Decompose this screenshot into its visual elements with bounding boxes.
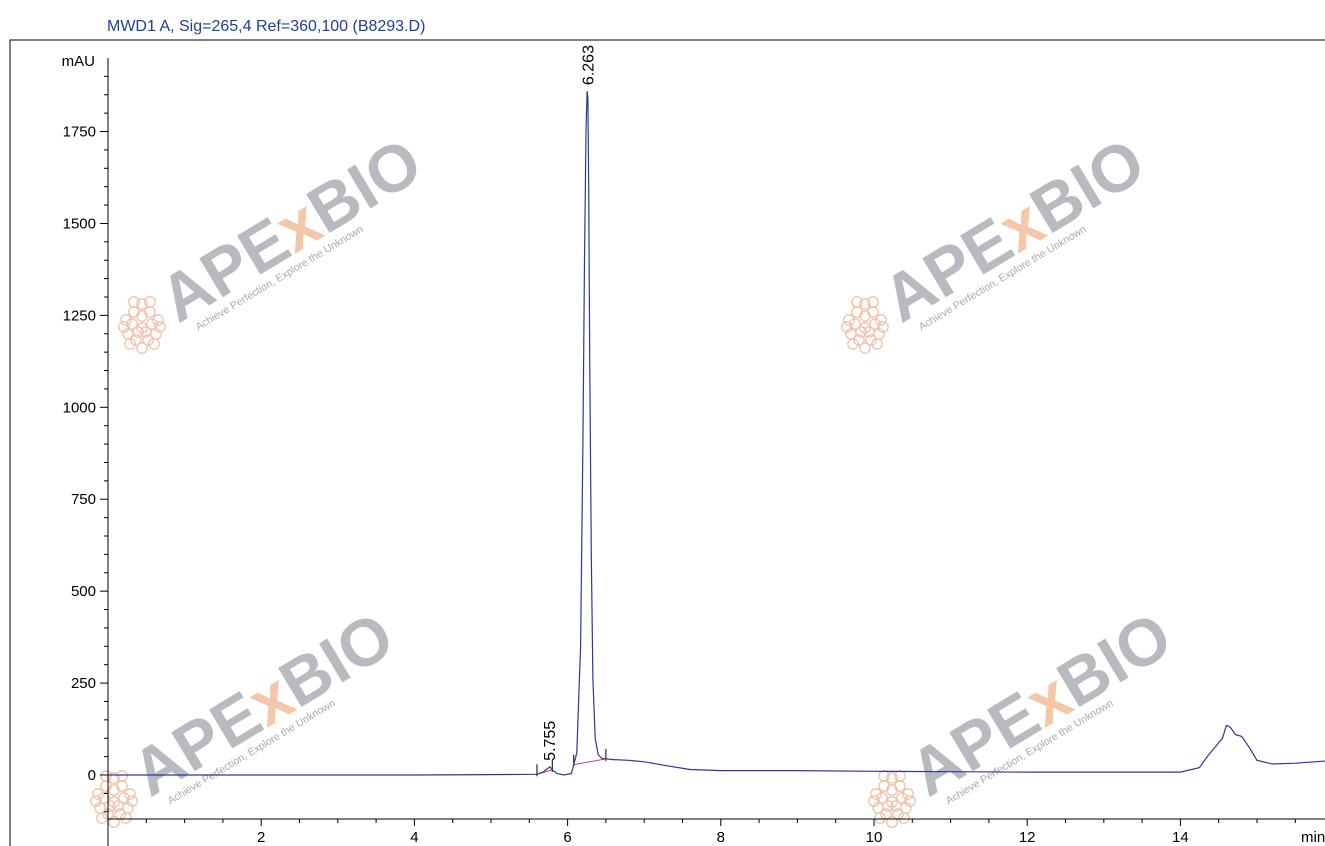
y-tick-label: 1500 [63, 215, 96, 232]
y-tick-label: 1000 [63, 399, 96, 416]
peak-annotations: 5.755 6.263 [542, 45, 598, 761]
chart-title: MWD1 A, Sig=265,4 Ref=360,100 (B8293.D) [107, 18, 425, 35]
x-tick-label: 2 [257, 829, 265, 846]
watermark-brand: APExBIO [897, 597, 1184, 810]
x-tick-label: 8 [717, 829, 725, 846]
apexbio-seal-logo [118, 296, 166, 354]
x-axis-label: min [1301, 829, 1325, 846]
x-tick-label: 12 [1019, 829, 1036, 846]
x-axis-ticks: 2 4 6 8 10 12 14 [145, 819, 1296, 846]
apexbio-seal-logo [841, 296, 889, 354]
peak-label: 5.755 [542, 721, 559, 761]
apexbio-seal-logo [90, 770, 138, 828]
y-tick-label: 1250 [63, 307, 96, 324]
y-tick-label: 500 [71, 583, 96, 600]
x-tick-label: 6 [563, 829, 571, 846]
y-tick-label: 750 [71, 491, 96, 508]
y-axis-ticks: 0 250 500 750 1000 1250 1500 1750 [63, 75, 108, 813]
watermark-brand: APExBIO [870, 123, 1157, 336]
x-tick-label: 10 [866, 829, 883, 846]
peak-label: 6.263 [581, 45, 598, 85]
plot-frame [9, 39, 1325, 846]
x-tick-label: 14 [1172, 829, 1189, 846]
y-tick-label: 250 [71, 675, 96, 692]
watermark-brand: APExBIO [147, 123, 434, 336]
watermark-brand: APExBIO [119, 597, 406, 810]
y-tick-label: 0 [88, 767, 96, 784]
x-tick-label: 4 [410, 829, 418, 846]
baseline-segment [573, 758, 606, 766]
chromatogram-trace [108, 91, 1325, 776]
y-tick-label: 1750 [63, 124, 96, 141]
y-axis-label: mAU [62, 53, 95, 70]
